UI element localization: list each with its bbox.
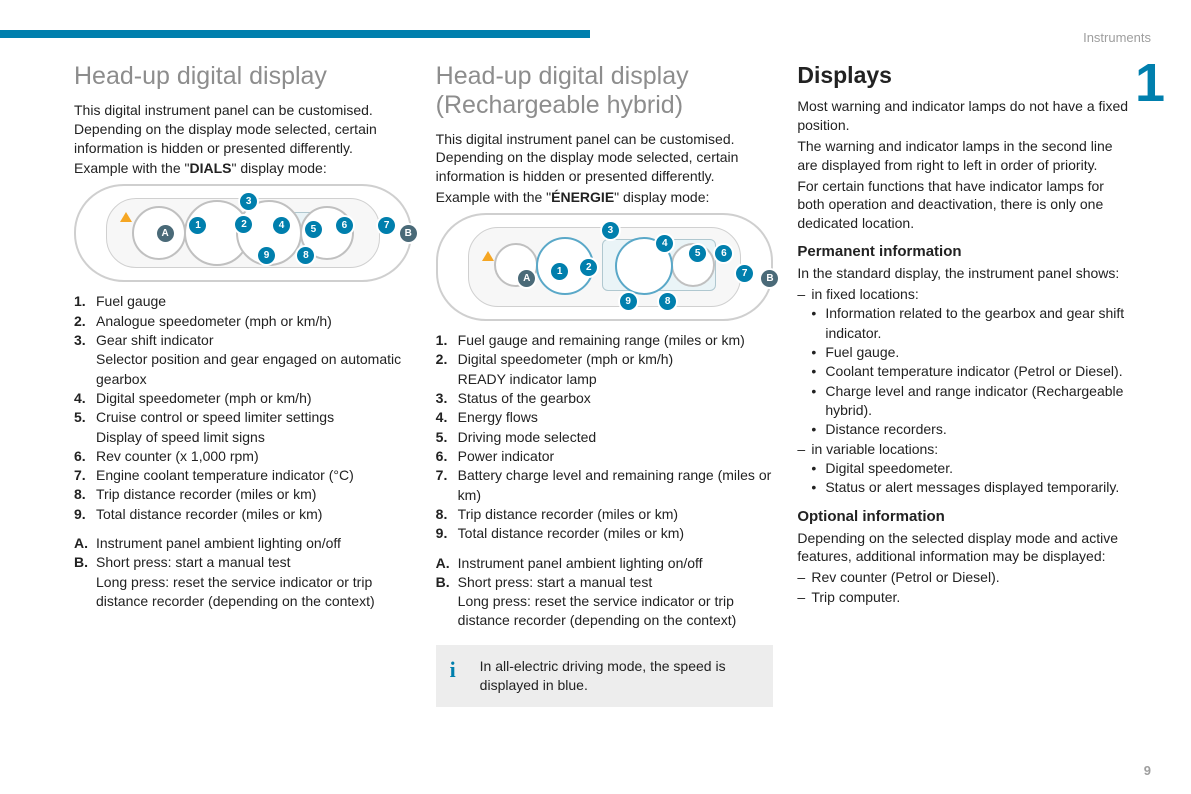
diagram-callout: 4 bbox=[656, 235, 673, 252]
list-item: 3.Status of the gearbox bbox=[436, 389, 774, 408]
list-item: 6.Power indicator bbox=[436, 447, 774, 466]
col2-example-suffix: " display mode: bbox=[614, 189, 709, 205]
list-item: 9.Total distance recorder (miles or km) bbox=[74, 505, 412, 524]
perm-fixed-list: Information related to the gearbox and g… bbox=[797, 304, 1135, 439]
list-item: 7.Engine coolant temperature indicator (… bbox=[74, 466, 412, 485]
perm-fixed-group: in fixed locations: bbox=[797, 285, 1135, 304]
perm-info-intro: In the standard display, the instrument … bbox=[797, 264, 1135, 283]
diagram-callout: 3 bbox=[602, 222, 619, 239]
diagram-callout: B bbox=[761, 270, 778, 287]
perm-fixed-label: in fixed locations: bbox=[797, 285, 1135, 304]
perm-var-list: Digital speedometer.Status or alert mess… bbox=[797, 459, 1135, 498]
diagram-callout: 3 bbox=[240, 193, 257, 210]
page-number: 9 bbox=[1144, 763, 1151, 778]
list-item: 5.Cruise control or speed limiter settin… bbox=[74, 408, 412, 447]
info-box: i In all-electric driving mode, the spee… bbox=[436, 645, 774, 707]
diagram-callout: A bbox=[157, 225, 174, 242]
content-columns: Head-up digital display This digital ins… bbox=[74, 62, 1135, 707]
col3-intro2: The warning and indicator lamps in the s… bbox=[797, 137, 1135, 175]
col2-example-mode: ÉNERGIE bbox=[551, 189, 614, 205]
list-item: 2.Analogue speedometer (mph or km/h) bbox=[74, 312, 412, 331]
diagram-callout: B bbox=[400, 225, 417, 242]
list-item: Charge level and range indicator (Rechar… bbox=[797, 382, 1135, 421]
col1-example-mode: DIALS bbox=[189, 160, 231, 176]
chapter-number: 1 bbox=[1135, 56, 1165, 110]
diagram-callout: 9 bbox=[620, 293, 637, 310]
col1-title: Head-up digital display bbox=[74, 62, 412, 91]
col2-example-prefix: Example with the " bbox=[436, 189, 551, 205]
col1-example-prefix: Example with the " bbox=[74, 160, 189, 176]
col2-title: Head-up digital display (Rechargeable hy… bbox=[436, 62, 774, 120]
col3-intro1: Most warning and indicator lamps do not … bbox=[797, 97, 1135, 135]
perm-info-title: Permanent information bbox=[797, 243, 1135, 260]
list-item: A.Instrument panel ambient lighting on/o… bbox=[74, 534, 412, 553]
list-item: 9.Total distance recorder (miles or km) bbox=[436, 524, 774, 543]
section-header: Instruments bbox=[1083, 30, 1151, 45]
list-item: Information related to the gearbox and g… bbox=[797, 304, 1135, 343]
diagram-callout: 8 bbox=[659, 293, 676, 310]
col2-numbered-list: 1.Fuel gauge and remaining range (miles … bbox=[436, 331, 774, 543]
column-2: Head-up digital display (Rechargeable hy… bbox=[436, 62, 774, 707]
column-1: Head-up digital display This digital ins… bbox=[74, 62, 412, 707]
col1-letter-list: A.Instrument panel ambient lighting on/o… bbox=[74, 534, 412, 611]
col1-intro: This digital instrument panel can be cus… bbox=[74, 101, 412, 158]
list-item: 2.Digital speedometer (mph or km/h) READ… bbox=[436, 350, 774, 389]
col1-numbered-list: 1.Fuel gauge2.Analogue speedometer (mph … bbox=[74, 292, 412, 524]
list-item: 4.Digital speedometer (mph or km/h) bbox=[74, 389, 412, 408]
column-3: Displays Most warning and indicator lamp… bbox=[797, 62, 1135, 707]
list-item: 1.Fuel gauge and remaining range (miles … bbox=[436, 331, 774, 350]
list-item: 7.Battery charge level and remaining ran… bbox=[436, 466, 774, 505]
list-item: B.Short press: start a manual test Long … bbox=[74, 553, 412, 611]
diagram-callout: 7 bbox=[736, 265, 753, 282]
col1-example-suffix: " display mode: bbox=[231, 160, 326, 176]
top-accent-bar bbox=[0, 30, 590, 38]
list-item: 8.Trip distance recorder (miles or km) bbox=[74, 485, 412, 504]
info-icon: i bbox=[450, 655, 456, 685]
col3-intro3: For certain functions that have indicato… bbox=[797, 177, 1135, 234]
col1-example: Example with the "DIALS" display mode: bbox=[74, 159, 412, 178]
opt-info-intro: Depending on the selected display mode a… bbox=[797, 529, 1135, 567]
diagram-energie: 341256A7B98 bbox=[436, 213, 774, 321]
info-text: In all-electric driving mode, the speed … bbox=[480, 658, 726, 693]
list-item: Distance recorders. bbox=[797, 420, 1135, 439]
diagram-callout: 6 bbox=[336, 217, 353, 234]
perm-var-group: in variable locations: bbox=[797, 440, 1135, 459]
list-item: B.Short press: start a manual test Long … bbox=[436, 573, 774, 631]
col2-letter-list: A.Instrument panel ambient lighting on/o… bbox=[436, 554, 774, 631]
opt-info-title: Optional information bbox=[797, 508, 1135, 525]
col3-title: Displays bbox=[797, 62, 1135, 89]
list-item: 4.Energy flows bbox=[436, 408, 774, 427]
diagram-dials: 312456A7B98 bbox=[74, 184, 412, 282]
list-item: Trip computer. bbox=[797, 588, 1135, 607]
list-item: Status or alert messages displayed tempo… bbox=[797, 478, 1135, 497]
list-item: 8.Trip distance recorder (miles or km) bbox=[436, 505, 774, 524]
list-item: Coolant temperature indicator (Petrol or… bbox=[797, 362, 1135, 381]
opt-list: Rev counter (Petrol or Diesel).Trip comp… bbox=[797, 568, 1135, 607]
list-item: Fuel gauge. bbox=[797, 343, 1135, 362]
list-item: Digital speedometer. bbox=[797, 459, 1135, 478]
diagram-callout: 1 bbox=[551, 263, 568, 280]
col2-example: Example with the "ÉNERGIE" display mode: bbox=[436, 188, 774, 207]
list-item: A.Instrument panel ambient lighting on/o… bbox=[436, 554, 774, 573]
list-item: 1.Fuel gauge bbox=[74, 292, 412, 311]
perm-var-label: in variable locations: bbox=[797, 440, 1135, 459]
list-item: 3.Gear shift indicator Selector position… bbox=[74, 331, 412, 389]
diagram-callout: 5 bbox=[305, 221, 322, 238]
list-item: 5.Driving mode selected bbox=[436, 428, 774, 447]
list-item: Rev counter (Petrol or Diesel). bbox=[797, 568, 1135, 587]
list-item: 6.Rev counter (x 1,000 rpm) bbox=[74, 447, 412, 466]
col2-intro: This digital instrument panel can be cus… bbox=[436, 130, 774, 187]
